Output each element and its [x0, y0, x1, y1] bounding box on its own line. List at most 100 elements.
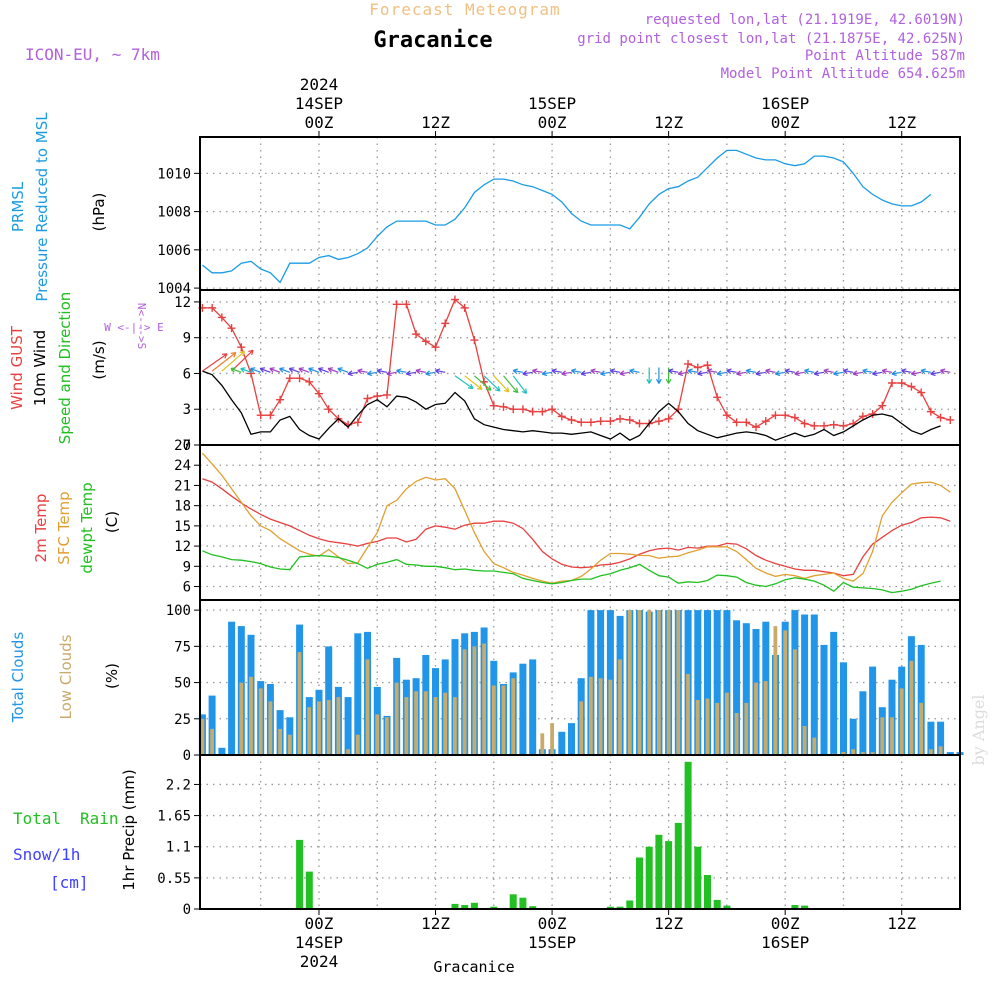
gust-marker [305, 377, 314, 386]
bottom-time-label: 12Z [654, 914, 683, 933]
wind-arrow [396, 368, 407, 375]
wind-arrow [561, 370, 572, 377]
top-time-label: 2024 [300, 75, 339, 94]
gust-marker [314, 389, 323, 398]
wind-arrow [541, 370, 553, 377]
location-title: Gracanice [373, 28, 492, 53]
wind-arrow [221, 350, 246, 372]
low-cloud-bar [540, 733, 545, 755]
wind-arrow [629, 368, 640, 375]
low-cloud-bar [598, 678, 603, 755]
wind-arrow [910, 370, 922, 377]
wind-arrow [512, 368, 524, 375]
total-cloud-bar [218, 747, 226, 755]
gust-marker [635, 419, 644, 428]
total-clouds-label: Total Clouds [9, 632, 27, 724]
gust-marker [518, 405, 527, 414]
wind-arrow [774, 370, 786, 377]
low-cloud-bar [200, 718, 205, 755]
forecast-title: Forecast Meteogram [369, 0, 560, 19]
low-cloud-bar [647, 610, 652, 755]
low-cloud-bar [472, 646, 477, 755]
gust-marker [742, 418, 751, 427]
gust-marker [868, 410, 877, 418]
gust-marker [276, 395, 285, 404]
low-cloud-bar [686, 673, 690, 755]
gust-marker [353, 418, 362, 427]
wind-arrow [852, 370, 864, 377]
total-cloud-bar [519, 663, 527, 755]
y-tick-label: 1010 [157, 166, 191, 182]
wind-arrow [337, 367, 349, 373]
pressure-unit: (hPa) [90, 193, 108, 232]
total-cloud-bar [568, 723, 575, 755]
low-cloud-bar [754, 682, 758, 755]
total-cloud-bar [529, 659, 537, 755]
y-tick-label: 21 [174, 478, 191, 494]
low-cloud-bar [890, 717, 894, 755]
wind-arrow [590, 368, 601, 375]
gust-marker [285, 374, 294, 383]
wind-arrow [668, 368, 679, 375]
low-cloud-bar [268, 701, 273, 755]
total-cloud-bar [558, 731, 566, 755]
low-cloud-bar [734, 713, 739, 755]
low-cloud-bar [433, 697, 438, 755]
top-time-label: 00Z [538, 113, 567, 132]
gust-marker [888, 379, 897, 387]
low-cloud-bar [579, 701, 584, 755]
y-tick-label: 6 [183, 580, 191, 596]
gust-marker [693, 363, 702, 372]
bottom-time-label: 2024 [300, 952, 339, 971]
temp-unit: (C) [103, 511, 121, 533]
gust-marker [412, 330, 421, 339]
dewpt-line [202, 550, 941, 594]
gust-marker [606, 417, 615, 426]
wind-arrow [249, 367, 261, 373]
snow-label: Snow/1h [13, 845, 80, 864]
bottom-time-label: 00Z [771, 914, 800, 933]
low-cloud-bar [783, 630, 788, 755]
y-tick-label: 1.65 [157, 809, 191, 825]
low-cloud-bar [317, 701, 321, 755]
low-cloud-bar [249, 676, 253, 755]
total-cloud-bar [344, 697, 352, 755]
gust-marker [256, 411, 265, 420]
y-tick-label: 100 [166, 603, 191, 619]
wind-arrow [464, 375, 483, 390]
gust-marker [664, 414, 673, 423]
wind-unit: (m/s) [90, 340, 108, 379]
rain-bar [296, 839, 304, 909]
low-cloud-bar [355, 734, 360, 755]
low-cloud-bar [909, 660, 914, 755]
wind-arrow [736, 370, 747, 377]
low-cloud-bar [870, 752, 875, 755]
rain-bar [684, 761, 692, 909]
gust-marker [246, 369, 255, 378]
wind-arrow [842, 368, 854, 375]
low-cloud-bar [375, 714, 380, 755]
wind-arrow [716, 370, 728, 377]
precip-labels: Total Rain Snow/1h [cm] 1hr Precip (mm) [13, 769, 138, 892]
total-cloud-bar [946, 752, 954, 755]
wind-arrow [646, 367, 653, 384]
y-tick-label: 75 [174, 639, 191, 655]
rain-bar [519, 897, 527, 909]
wind-arrow [435, 368, 446, 375]
wind-arrow [745, 368, 757, 375]
y-tick-label: 1006 [157, 243, 191, 259]
wind-arrow [862, 368, 873, 375]
bottom-time-label: 16SEP [761, 933, 809, 952]
rain-bar [655, 834, 663, 909]
gust-marker [266, 411, 275, 420]
y-tick-label: 12 [174, 539, 191, 555]
gust-marker [227, 324, 236, 333]
gust-marker [402, 300, 411, 309]
compass-ns: N<--->S [135, 303, 148, 349]
rain-bar [470, 902, 478, 909]
wind-arrow [655, 367, 662, 384]
low-cloud-bar [637, 610, 642, 755]
low-cloud-bar [725, 692, 729, 755]
wind-arrow [600, 370, 611, 377]
